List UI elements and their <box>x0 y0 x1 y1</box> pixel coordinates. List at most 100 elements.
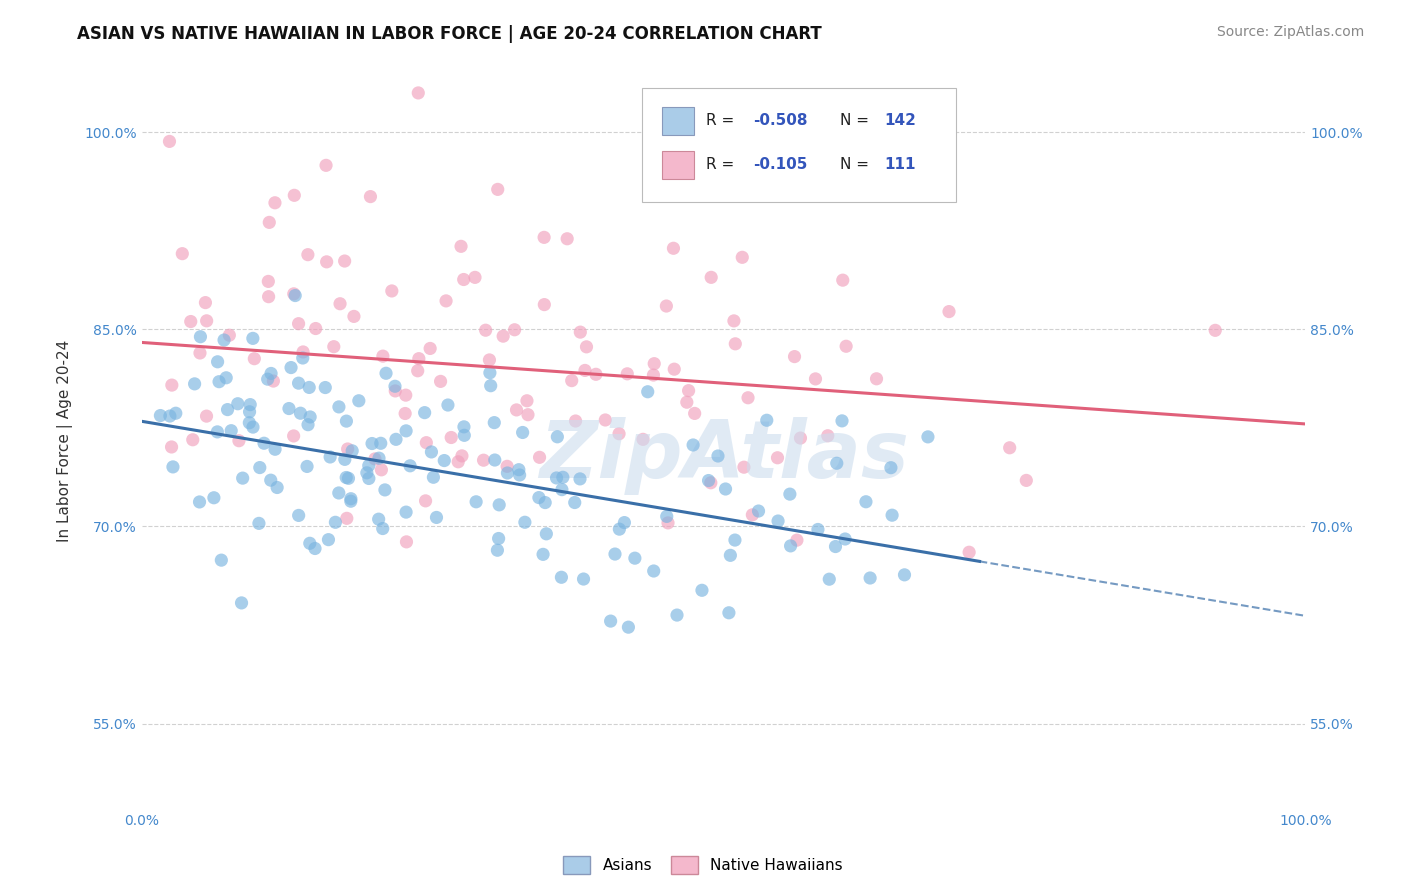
Point <box>512 425 534 440</box>
Point <box>375 366 398 380</box>
Point <box>305 321 328 335</box>
Point <box>831 414 853 428</box>
Point <box>315 158 337 172</box>
Point <box>533 297 555 311</box>
Point <box>356 466 378 480</box>
Text: 111: 111 <box>884 158 915 172</box>
Point <box>564 495 586 509</box>
Point <box>336 442 359 456</box>
Point <box>292 345 315 359</box>
Point <box>249 460 271 475</box>
Text: R =: R = <box>706 158 740 172</box>
Point <box>370 436 392 450</box>
Point <box>415 494 437 508</box>
Point <box>683 406 706 420</box>
Point <box>190 329 212 343</box>
Point <box>257 274 280 288</box>
Point <box>419 342 441 356</box>
Point <box>298 380 321 394</box>
Point <box>384 379 406 393</box>
Text: ASIAN VS NATIVE HAWAIIAN IN LABOR FORCE | AGE 20-24 CORRELATION CHART: ASIAN VS NATIVE HAWAIIAN IN LABOR FORCE … <box>77 25 823 43</box>
Point <box>228 434 250 448</box>
Point <box>450 239 472 253</box>
Text: Source: ZipAtlas.com: Source: ZipAtlas.com <box>1216 25 1364 39</box>
Point <box>239 398 262 412</box>
Point <box>314 380 336 394</box>
Text: ZipAtlas: ZipAtlas <box>538 417 908 495</box>
FancyBboxPatch shape <box>643 87 956 202</box>
Point <box>474 323 496 337</box>
Point <box>408 351 430 366</box>
Point <box>165 406 187 420</box>
Point <box>957 545 980 559</box>
Text: -0.105: -0.105 <box>752 158 807 172</box>
Point <box>180 314 202 328</box>
Point <box>779 487 801 501</box>
Point <box>359 189 381 203</box>
Point <box>429 375 451 389</box>
Point <box>160 378 183 392</box>
Point <box>789 431 811 445</box>
Point <box>361 436 384 450</box>
Point <box>384 384 406 398</box>
Point <box>492 329 515 343</box>
Point <box>546 430 568 444</box>
Point <box>371 349 394 363</box>
Point <box>425 510 447 524</box>
Point <box>297 248 319 262</box>
Point <box>207 425 229 439</box>
Point <box>453 272 475 286</box>
Point <box>484 416 506 430</box>
Point <box>478 353 501 368</box>
Point <box>247 516 270 531</box>
Point <box>280 360 302 375</box>
Point <box>624 551 647 566</box>
Point <box>835 339 858 353</box>
Point <box>420 445 443 459</box>
Point <box>181 433 204 447</box>
Point <box>529 450 551 465</box>
Point <box>880 508 903 523</box>
Point <box>385 433 408 447</box>
Point <box>536 526 558 541</box>
Point <box>616 367 638 381</box>
Point <box>253 436 276 450</box>
Point <box>287 317 309 331</box>
Point <box>231 596 253 610</box>
Point <box>343 310 366 324</box>
Point <box>238 405 260 419</box>
Point <box>413 406 436 420</box>
Point <box>287 508 309 523</box>
Point <box>572 572 595 586</box>
Point <box>575 340 598 354</box>
Point <box>295 459 318 474</box>
Point <box>503 323 526 337</box>
Point <box>291 351 314 365</box>
Point <box>603 547 626 561</box>
Point <box>264 195 287 210</box>
Point <box>690 583 713 598</box>
Point <box>786 533 808 548</box>
Point <box>550 570 572 584</box>
Text: -0.508: -0.508 <box>752 113 807 128</box>
Point <box>340 443 363 458</box>
Point <box>655 299 678 313</box>
Point <box>159 135 181 149</box>
Point <box>824 540 846 554</box>
Point <box>637 384 659 399</box>
Point <box>496 459 519 474</box>
Point <box>226 397 249 411</box>
Point <box>509 468 531 483</box>
Point <box>700 270 723 285</box>
Point <box>406 364 429 378</box>
Point <box>585 368 607 382</box>
FancyBboxPatch shape <box>662 151 695 179</box>
Point <box>516 393 538 408</box>
Point <box>219 424 242 438</box>
Point <box>643 357 665 371</box>
Point <box>340 491 363 506</box>
Point <box>574 363 596 377</box>
Point <box>159 409 181 423</box>
Point <box>447 455 470 469</box>
Point <box>440 430 463 444</box>
